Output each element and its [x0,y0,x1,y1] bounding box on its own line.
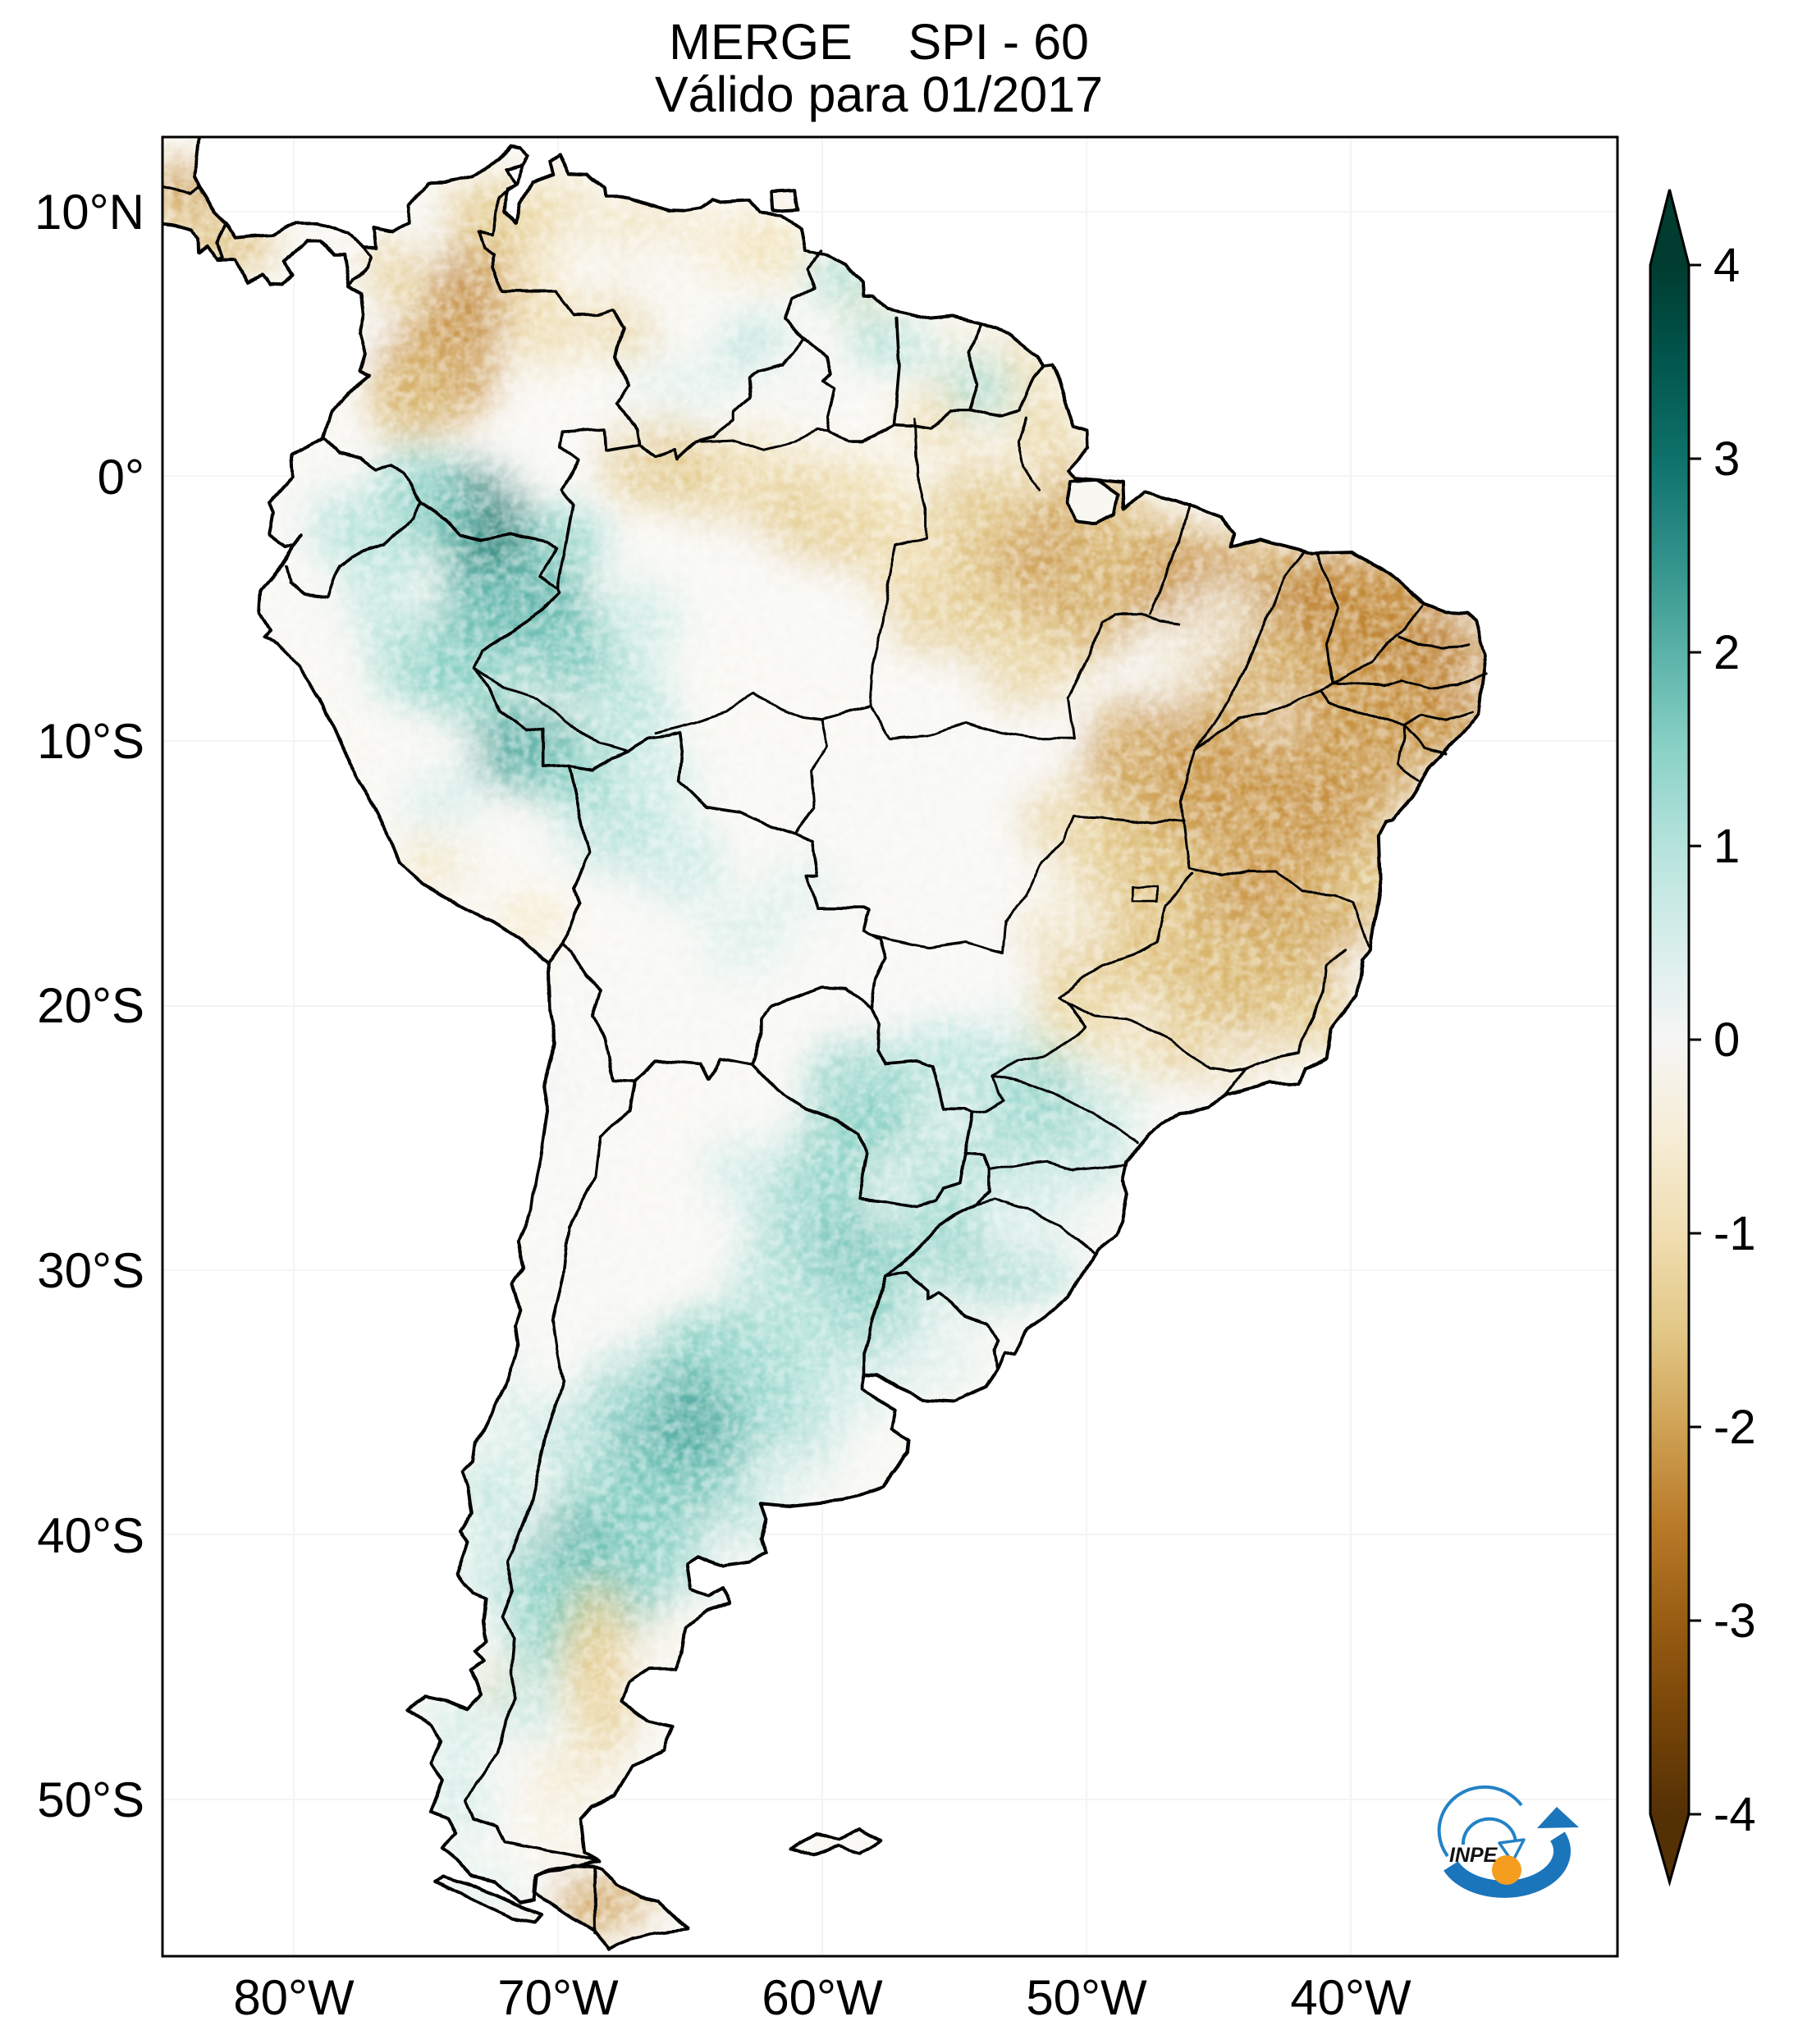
svg-text:MERGE SPI - 60: MERGE SPI - 60 [669,14,1089,70]
svg-text:Válido para 01/2017: Válido para 01/2017 [655,66,1103,122]
svg-text:2: 2 [1713,626,1740,679]
svg-text:60°W: 60°W [762,1970,883,2025]
svg-text:1: 1 [1713,820,1740,873]
svg-text:40°W: 40°W [1290,1970,1411,2025]
svg-text:4: 4 [1713,239,1740,292]
svg-text:3: 3 [1713,432,1740,486]
svg-text:50°W: 50°W [1026,1970,1147,2025]
svg-text:0: 0 [1713,1013,1740,1067]
svg-text:-3: -3 [1713,1594,1756,1648]
svg-text:INPE: INPE [1449,1844,1498,1867]
svg-text:50°S: 50°S [37,1772,144,1827]
svg-text:-1: -1 [1713,1207,1756,1260]
svg-text:-4: -4 [1713,1788,1756,1841]
svg-text:10°S: 10°S [37,714,144,769]
svg-text:0°: 0° [98,450,144,505]
svg-text:20°S: 20°S [37,978,144,1033]
svg-text:70°W: 70°W [497,1970,619,2025]
svg-text:-2: -2 [1713,1401,1756,1454]
svg-text:40°S: 40°S [37,1508,144,1563]
svg-text:30°S: 30°S [37,1243,144,1298]
svg-text:10°N: 10°N [34,185,144,240]
svg-text:80°W: 80°W [233,1970,355,2025]
